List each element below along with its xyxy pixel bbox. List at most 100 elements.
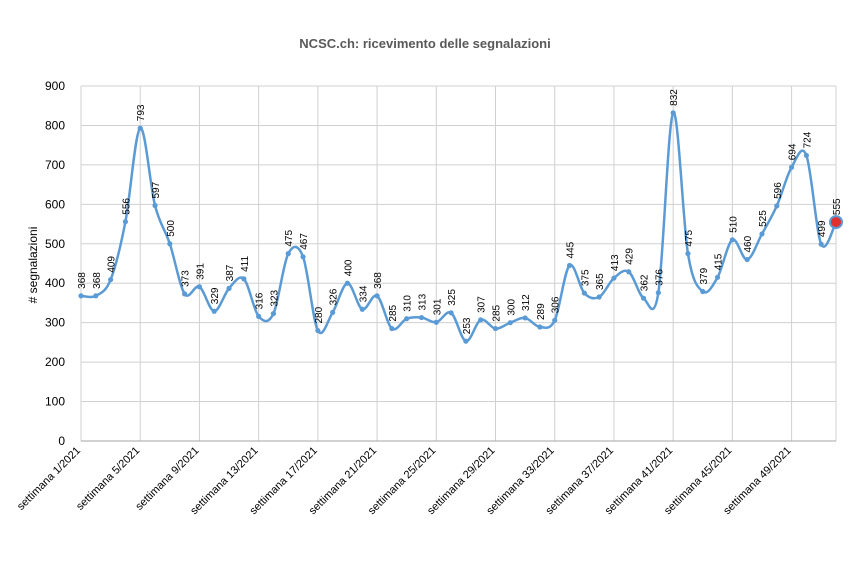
- y-tick-label: 0: [58, 434, 65, 448]
- data-label: 306: [551, 296, 562, 313]
- data-point: [211, 308, 217, 314]
- data-point: [463, 338, 469, 344]
- data-label: 289: [536, 303, 547, 320]
- data-point: [108, 277, 114, 283]
- data-label: 411: [240, 256, 251, 272]
- data-point: [744, 256, 750, 263]
- data-point: [433, 319, 439, 325]
- data-label: 368: [77, 272, 88, 289]
- data-label: 280: [314, 306, 325, 323]
- y-tick-label: 500: [45, 237, 65, 251]
- data-label: 307: [477, 296, 488, 313]
- data-point: [700, 288, 706, 295]
- y-tick-label: 700: [45, 158, 65, 172]
- data-point: [359, 306, 365, 312]
- y-tick-label: 400: [45, 276, 65, 290]
- data-label: 373: [181, 270, 192, 287]
- data-label: 445: [566, 241, 577, 258]
- data-point: [685, 251, 691, 257]
- data-point: [522, 315, 528, 321]
- data-point: [330, 309, 336, 316]
- data-label: 310: [403, 295, 414, 312]
- data-point: [418, 314, 425, 321]
- data-point: [93, 293, 99, 299]
- data-point: [196, 284, 203, 290]
- data-label: 555: [832, 198, 843, 215]
- data-label: 475: [284, 230, 295, 247]
- data-label: 368: [92, 272, 103, 289]
- data-label: 387: [225, 264, 236, 281]
- data-point: [818, 241, 824, 247]
- y-axis-label: # segnalazioni: [26, 227, 40, 304]
- data-label: 325: [447, 289, 458, 306]
- data-label: 415: [714, 253, 725, 270]
- data-point: [774, 203, 780, 209]
- data-point: [152, 202, 158, 209]
- data-point: [640, 295, 647, 301]
- chart-title: NCSC.ch: ricevimento delle segnalazioni: [299, 36, 551, 51]
- data-point: [581, 290, 587, 296]
- data-point: [537, 324, 543, 330]
- data-label: 793: [136, 104, 147, 121]
- data-label: 525: [758, 210, 769, 227]
- data-point: [78, 293, 84, 299]
- data-label: 597: [151, 181, 162, 198]
- data-point: [492, 325, 499, 332]
- y-tick-label: 600: [45, 197, 65, 211]
- data-point: [344, 280, 351, 286]
- data-label: 413: [610, 254, 621, 271]
- data-point: [552, 317, 558, 323]
- data-point: [270, 310, 277, 317]
- data-label: 460: [743, 235, 754, 252]
- y-tick-label: 900: [45, 79, 65, 93]
- data-points: [78, 110, 843, 344]
- data-point: [626, 269, 632, 275]
- data-label: 596: [773, 182, 784, 199]
- data-point: [300, 254, 306, 260]
- data-label: 499: [817, 220, 828, 237]
- data-label: 379: [699, 267, 710, 284]
- data-point: [241, 276, 247, 282]
- data-point: [670, 110, 676, 116]
- data-label: 253: [462, 317, 473, 334]
- data-point: [167, 241, 173, 247]
- data-point: [226, 285, 232, 291]
- x-tick-label: settimana 9/2021: [133, 445, 201, 513]
- data-label: 323: [269, 289, 280, 306]
- series-path: [80, 111, 838, 343]
- data-label: 400: [343, 259, 354, 276]
- data-label: 365: [595, 273, 606, 290]
- data-point: [448, 310, 454, 316]
- data-point: [285, 251, 291, 257]
- data-label: 326: [329, 288, 340, 305]
- data-point: [596, 294, 602, 300]
- data-point: [611, 275, 617, 281]
- data-label: 376: [654, 269, 665, 286]
- data-label: 362: [640, 274, 651, 291]
- data-point: [182, 291, 188, 297]
- x-tick-label: settimana 5/2021: [74, 445, 142, 513]
- data-point: [759, 231, 765, 237]
- data-label: 467: [299, 233, 310, 250]
- data-label: 316: [255, 292, 266, 309]
- data-label: 429: [625, 248, 636, 265]
- y-tick-label: 100: [45, 395, 65, 409]
- data-label: 329: [210, 287, 221, 304]
- data-point: [803, 152, 809, 159]
- data-point: [507, 320, 513, 326]
- data-point: [256, 313, 262, 319]
- data-point: [566, 262, 573, 269]
- data-point: [137, 125, 143, 131]
- data-label: 375: [580, 269, 591, 286]
- data-point: [404, 316, 410, 322]
- data-point: [714, 274, 721, 280]
- data-point: [315, 327, 321, 334]
- highlight-point: [829, 215, 843, 230]
- y-tick-label: 300: [45, 316, 65, 330]
- data-point: [389, 325, 395, 332]
- data-label: 285: [388, 304, 399, 321]
- data-label: 556: [121, 198, 132, 215]
